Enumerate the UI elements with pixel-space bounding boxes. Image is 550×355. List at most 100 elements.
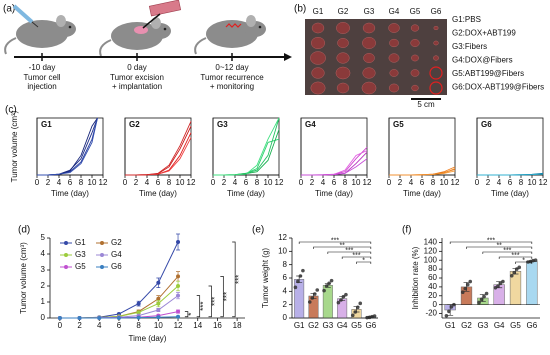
y-tick-label: 12 [278, 233, 287, 242]
x-tick-label: 12 [451, 178, 460, 187]
tumor-photo [305, 19, 447, 95]
y-axis-label: Inhibition rate (%) [411, 246, 420, 309]
data-point [344, 292, 348, 297]
x-tick-label: 4 [57, 178, 62, 187]
x-tick-label: 12 [539, 178, 548, 187]
y-tick-label: 5 [41, 233, 46, 242]
x-tick-label: 4 [321, 178, 326, 187]
significance-bracket [482, 251, 533, 254]
significance-label: *** [199, 301, 208, 310]
significance-bracket [498, 256, 533, 259]
y-tick-label: 0 [41, 313, 46, 322]
x-tick-label: 0 [211, 178, 216, 187]
legend-marker [64, 253, 68, 257]
x-tick-label: 12 [174, 321, 183, 330]
series-line [301, 147, 368, 176]
data-point [468, 279, 473, 284]
significance-bracket [341, 256, 372, 259]
x-tick-label: G4 [494, 321, 505, 330]
x-tick-label: 0 [35, 178, 40, 187]
tumor [389, 38, 399, 48]
y-tick-label: 4 [283, 286, 288, 295]
group-label: G6 [431, 7, 442, 16]
legend-text: G6 [111, 262, 122, 271]
mouse [99, 17, 171, 57]
data-point [484, 291, 489, 296]
scale-label: 5 cm [417, 100, 435, 109]
significance-label: *** [345, 247, 353, 254]
x-tick-label: 0 [299, 178, 304, 187]
x-axis-label: Time (day) [51, 189, 89, 198]
data-point [358, 301, 363, 306]
x-tick-label: 8 [136, 321, 141, 330]
significance-bracket [298, 241, 372, 244]
x-tick-label: G6 [365, 321, 376, 330]
x-tick-label: G3 [322, 321, 333, 330]
legend-text: G1:PBS [452, 15, 481, 24]
tumor [310, 36, 326, 50]
y-axis-label: Tumor weight (g) [261, 248, 270, 309]
series-line [125, 125, 192, 176]
chart-title: G2 [129, 120, 140, 129]
y-axis-label: Tumor volume (cm³) [19, 242, 28, 314]
point [136, 301, 141, 306]
x-tick-label: 10 [88, 178, 97, 187]
x-tick-label: G6 [526, 321, 537, 330]
significance-bracket [449, 241, 533, 244]
significance-label: *** [331, 237, 339, 244]
tumor [411, 54, 419, 62]
y-tick-label: 2 [41, 281, 46, 290]
timeline-arrow [284, 53, 292, 61]
step-text: Tumor recurrence [200, 73, 264, 82]
significance-label: * [362, 257, 365, 264]
data-point [517, 265, 522, 270]
legend-marker [100, 253, 104, 257]
tumor [337, 38, 349, 48]
x-axis-label: Time (day) [139, 189, 177, 198]
tumor [362, 37, 376, 49]
x-tick-label: 10 [528, 178, 537, 187]
tumor [363, 53, 375, 63]
bar [308, 295, 319, 319]
panel-label: (a) [3, 4, 15, 15]
x-tick-label: 12 [363, 178, 372, 187]
significance-bracket [356, 261, 372, 264]
x-tick-label: 6 [244, 178, 249, 187]
group-label: G3 [364, 7, 375, 16]
x-tick-label: 10 [352, 178, 361, 187]
mouse [4, 15, 76, 55]
x-tick-label: 4 [497, 178, 502, 187]
y-tick-label: 120 [424, 246, 438, 255]
x-tick-label: G3 [477, 321, 488, 330]
x-tick-label: G5 [351, 321, 362, 330]
y-tick-label: 3 [41, 265, 46, 274]
tumor [311, 22, 325, 34]
y-tick-label: 8 [283, 260, 288, 269]
tumor [388, 53, 400, 63]
data-point [496, 284, 500, 288]
empty-mark [429, 81, 443, 95]
tumor [311, 67, 325, 79]
tumor [433, 25, 439, 31]
legend-marker [100, 265, 104, 269]
series-line [301, 151, 368, 176]
x-tick-label: 8 [79, 178, 84, 187]
step-text: injection [27, 82, 56, 91]
x-tick-label: 6 [508, 178, 513, 187]
x-tick-label: 8 [343, 178, 348, 187]
y-tick-label: 6 [283, 273, 288, 282]
x-tick-label: 10 [264, 178, 273, 187]
chart-title: G1 [41, 120, 52, 129]
data-point [324, 284, 329, 288]
legend-text: G5 [75, 262, 86, 271]
tumor [336, 82, 350, 94]
step-day: 0 day [127, 63, 147, 72]
tumor [361, 81, 377, 95]
legend-marker [64, 241, 68, 245]
panel-label: (d) [18, 225, 30, 236]
bar [526, 260, 538, 305]
significance-label: * [522, 257, 525, 264]
legend-text: G1 [75, 238, 86, 247]
data-point [355, 305, 360, 310]
x-tick-label: G4 [337, 321, 348, 330]
